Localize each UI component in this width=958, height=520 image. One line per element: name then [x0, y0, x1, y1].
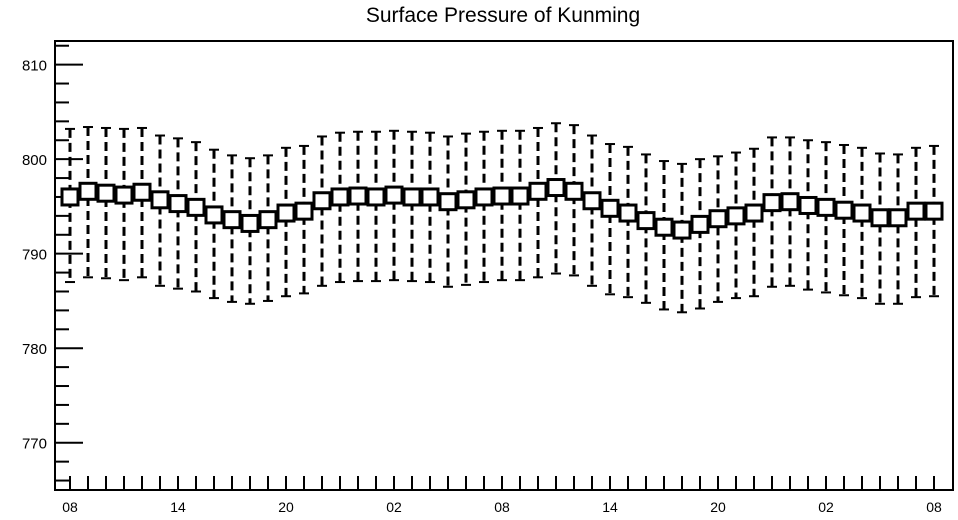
mean-marker	[456, 190, 476, 210]
mean-marker	[726, 206, 746, 226]
mean-marker	[834, 200, 854, 220]
y-tick-label: 780	[22, 341, 47, 358]
mean-marker	[366, 187, 386, 207]
mean-marker	[132, 182, 152, 202]
mean-marker	[114, 185, 134, 205]
x-tick-label: 14	[170, 499, 186, 515]
mean-marker	[546, 178, 566, 198]
mean-marker	[564, 181, 584, 201]
mean-marker	[600, 198, 620, 218]
mean-marker	[438, 192, 458, 212]
mean-marker	[204, 205, 224, 225]
mean-marker	[240, 213, 260, 233]
mean-marker	[258, 210, 278, 230]
x-tick-label: 20	[710, 499, 726, 515]
mean-marker	[384, 185, 404, 205]
mean-marker	[582, 191, 602, 211]
mean-marker	[690, 214, 710, 234]
mean-marker	[852, 203, 872, 223]
mean-marker	[510, 186, 530, 206]
plot-frame	[54, 40, 954, 491]
mean-marker	[708, 209, 728, 229]
mean-marker	[222, 210, 242, 230]
mean-marker	[888, 208, 908, 228]
mean-marker	[528, 181, 548, 201]
mean-marker	[618, 203, 638, 223]
y-tick-label: 790	[22, 247, 47, 264]
mean-marker	[420, 187, 440, 207]
x-tick-label: 02	[386, 499, 402, 515]
x-tick-label: 08	[926, 499, 942, 515]
mean-marker	[672, 220, 692, 240]
mean-marker	[168, 194, 188, 214]
mean-marker	[780, 192, 800, 212]
mean-marker	[312, 191, 332, 211]
y-axis: 770 780 790 800 810	[22, 44, 83, 482]
mean-marker	[150, 190, 170, 210]
mean-marker	[96, 183, 116, 203]
mean-marker	[348, 186, 368, 206]
data-series	[60, 122, 944, 314]
mean-marker	[474, 187, 494, 207]
mean-marker	[78, 181, 98, 201]
mean-marker	[870, 208, 890, 228]
x-tick-label: 02	[818, 499, 834, 515]
x-tick-label: 14	[602, 499, 618, 515]
y-tick-label: 770	[22, 436, 47, 453]
mean-marker	[294, 201, 314, 221]
x-axis: 08 14 20 02 08 14 20 02 08	[62, 476, 942, 515]
mean-marker	[636, 211, 656, 231]
mean-marker	[276, 203, 296, 223]
mean-marker	[762, 193, 782, 213]
mean-marker	[798, 195, 818, 215]
mean-marker	[744, 203, 764, 223]
mean-marker	[402, 187, 422, 207]
mean-marker	[924, 201, 944, 221]
mean-marker	[816, 197, 836, 217]
mean-marker	[330, 187, 350, 207]
chart-title: Surface Pressure of Kunming	[366, 4, 640, 27]
mean-marker	[492, 186, 512, 206]
y-tick-label: 810	[22, 58, 47, 75]
x-tick-label: 20	[278, 499, 294, 515]
y-tick-label: 800	[22, 152, 47, 169]
mean-marker	[654, 217, 674, 237]
mean-marker	[906, 201, 926, 221]
mean-marker	[186, 197, 206, 217]
x-tick-label: 08	[62, 499, 78, 515]
mean-marker	[60, 187, 80, 207]
x-tick-label: 08	[494, 499, 510, 515]
